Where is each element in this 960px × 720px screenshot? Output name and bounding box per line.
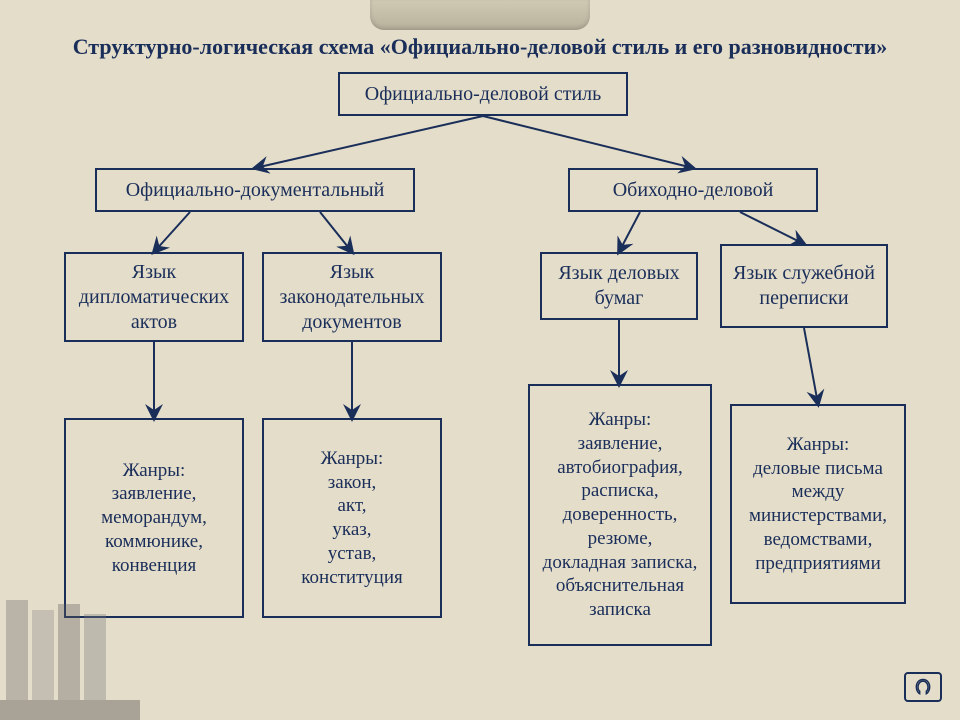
books-decoration <box>0 600 140 720</box>
node-l2b: Язык законодательных документов <box>262 252 442 342</box>
node-right1: Обиходно-деловой <box>568 168 818 212</box>
node-left1: Официально-документальный <box>95 168 415 212</box>
node-g4: Жанры:деловые письма между министерствам… <box>730 404 906 604</box>
node-g3: Жанры:заявление,автобиография,расписка,д… <box>528 384 712 646</box>
horseshoe-icon <box>913 677 933 697</box>
node-l2a: Язык дипломатических актов <box>64 252 244 342</box>
node-r2b: Язык служебной переписки <box>720 244 888 328</box>
node-root: Официально-деловой стиль <box>338 72 628 116</box>
node-g2: Жанры:закон,акт,указ,устав,конституция <box>262 418 442 618</box>
node-g1: Жанры:заявление,меморандум,коммюнике,кон… <box>64 418 244 618</box>
diagram-title: Структурно-логическая схема «Официально-… <box>0 34 960 60</box>
node-r2a: Язык деловых бумаг <box>540 252 698 320</box>
back-button[interactable] <box>904 672 942 702</box>
top-tab <box>370 0 590 30</box>
